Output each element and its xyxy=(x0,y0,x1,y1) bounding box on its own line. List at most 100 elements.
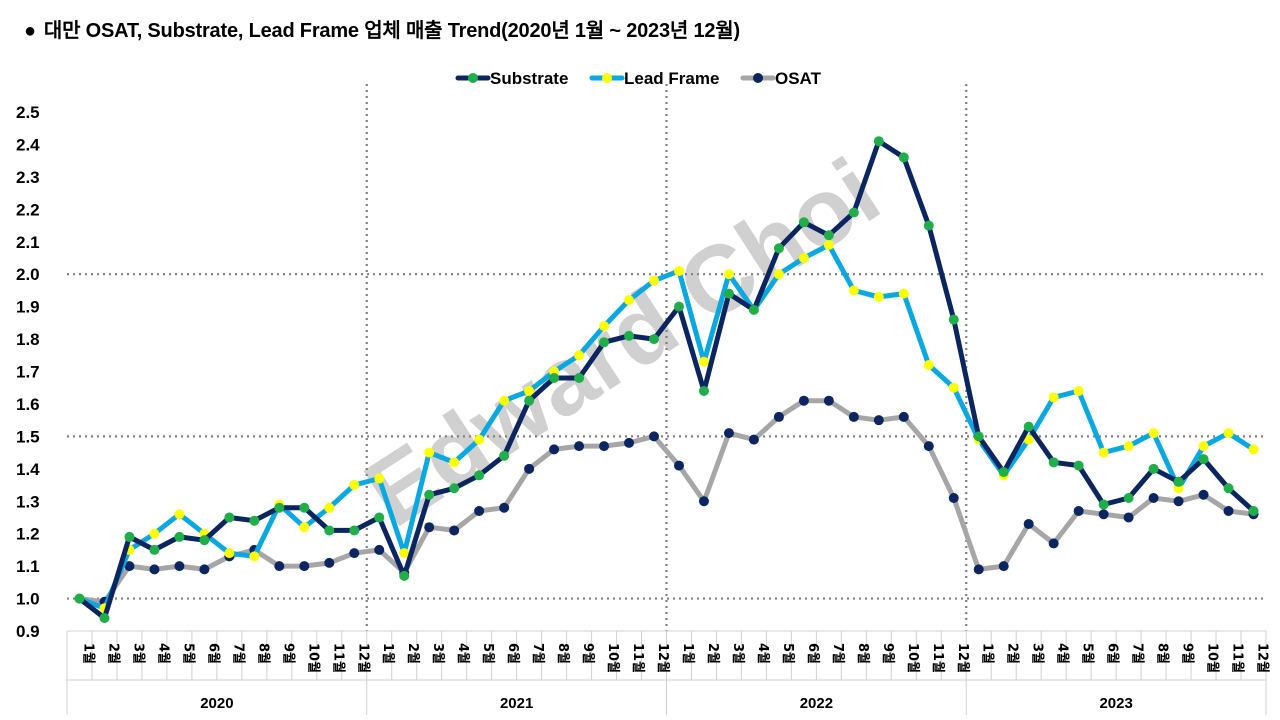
osat-point xyxy=(274,561,285,572)
osat-point xyxy=(1098,509,1109,520)
lead-frame-point xyxy=(524,385,535,396)
osat-point xyxy=(1148,493,1159,504)
osat-point xyxy=(449,525,460,536)
title-bullet-icon: ● xyxy=(24,20,36,42)
substrate-point xyxy=(1198,454,1209,465)
lead-frame-point xyxy=(649,275,660,286)
month-label: 3월 xyxy=(130,643,146,664)
osat-point xyxy=(549,444,560,455)
lead-frame-point xyxy=(449,457,460,468)
month-label: 12월 xyxy=(655,643,671,673)
lead-frame-point xyxy=(773,269,784,280)
osat-point xyxy=(1223,505,1234,516)
lead-frame-point xyxy=(474,434,485,445)
legend-substrate-label: Substrate xyxy=(490,69,568,88)
lead-frame-point xyxy=(898,288,909,299)
month-label: 7월 xyxy=(230,643,246,664)
lead-frame-point xyxy=(873,291,884,302)
substrate-point xyxy=(499,450,510,461)
substrate-point xyxy=(624,330,635,341)
lead-frame-point xyxy=(1148,428,1159,439)
osat-point xyxy=(574,441,585,452)
lead-frame-point xyxy=(1048,392,1059,403)
osat-point xyxy=(823,395,834,406)
substrate-point xyxy=(199,535,210,546)
y-tick-label: 2.0 xyxy=(16,265,40,284)
osat-point xyxy=(1198,489,1209,500)
substrate-point xyxy=(349,525,360,536)
y-tick-label: 1.7 xyxy=(16,363,40,382)
substrate-point xyxy=(848,207,859,218)
lead-frame-point xyxy=(1198,441,1209,452)
month-label: 4월 xyxy=(1055,643,1071,664)
lead-frame-point xyxy=(374,473,385,484)
month-label: 1월 xyxy=(980,643,996,664)
lead-frame-point xyxy=(1023,434,1034,445)
substrate-point xyxy=(1098,499,1109,510)
substrate-point xyxy=(698,385,709,396)
substrate-point xyxy=(773,243,784,254)
substrate-point xyxy=(798,217,809,228)
osat-point xyxy=(923,441,934,452)
y-tick-label: 1.0 xyxy=(16,590,40,609)
lead-frame-point xyxy=(1248,444,1259,455)
substrate-point xyxy=(873,136,884,147)
year-label: 2022 xyxy=(800,695,833,712)
lead-frame-point xyxy=(349,480,360,491)
month-label: 1월 xyxy=(680,643,696,664)
lead-frame-point xyxy=(299,522,310,533)
osat-point xyxy=(649,431,660,442)
month-label: 8월 xyxy=(555,643,571,664)
lead-frame-point xyxy=(224,548,235,559)
osat-point xyxy=(1023,518,1034,529)
month-label: 1월 xyxy=(380,643,396,664)
osat-point xyxy=(199,564,210,575)
y-tick-label: 1.1 xyxy=(16,557,40,576)
watermark-text: Edward Choi xyxy=(347,138,897,547)
osat-point xyxy=(898,411,909,422)
month-label: 2월 xyxy=(105,643,121,664)
month-label: 6월 xyxy=(505,643,521,664)
substrate-point xyxy=(1223,483,1234,494)
substrate-point xyxy=(898,152,909,163)
month-label: 3월 xyxy=(730,643,746,664)
month-label: 5월 xyxy=(180,643,196,664)
substrate-point xyxy=(424,489,435,500)
month-label: 8월 xyxy=(855,643,871,664)
lead-frame-point xyxy=(923,360,934,371)
substrate-point xyxy=(524,395,535,406)
month-label: 5월 xyxy=(1080,643,1096,664)
y-tick-label: 2.2 xyxy=(16,200,40,219)
month-label: 4월 xyxy=(155,643,171,664)
osat-point xyxy=(698,496,709,507)
substrate-point xyxy=(574,372,585,383)
substrate-point xyxy=(399,570,410,581)
substrate-point xyxy=(1123,493,1134,504)
month-label: 6월 xyxy=(205,643,221,664)
month-label: 11월 xyxy=(630,643,646,673)
osat-point xyxy=(1048,538,1059,549)
month-label: 12월 xyxy=(355,643,371,673)
lead-frame-point xyxy=(1223,428,1234,439)
osat-point xyxy=(998,561,1009,572)
lead-frame-point xyxy=(399,548,410,559)
month-label: 11월 xyxy=(930,643,946,673)
osat-point xyxy=(948,493,959,504)
year-label: 2021 xyxy=(500,695,533,712)
lead-frame-point xyxy=(823,239,834,250)
substrate-point xyxy=(224,512,235,523)
lead-frame-point xyxy=(723,269,734,280)
lead-frame-point xyxy=(499,395,510,406)
month-label: 7월 xyxy=(530,643,546,664)
month-label: 9월 xyxy=(1180,643,1196,664)
osat-point xyxy=(873,415,884,426)
month-label: 2월 xyxy=(705,643,721,664)
substrate-point xyxy=(299,502,310,513)
osat-point xyxy=(424,522,435,533)
lead-frame-point xyxy=(599,321,610,332)
substrate-point xyxy=(174,531,185,542)
substrate-point xyxy=(324,525,335,536)
y-tick-label: 1.3 xyxy=(16,492,40,511)
month-label: 4월 xyxy=(755,643,771,664)
lead-frame-point xyxy=(1098,447,1109,458)
